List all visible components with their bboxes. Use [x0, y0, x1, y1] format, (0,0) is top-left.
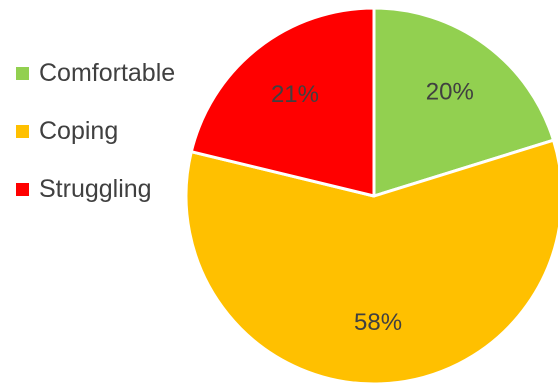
data-label-struggling: 21% — [271, 81, 319, 108]
pie-slice-struggling — [189, 6, 376, 198]
legend: Comfortable Coping Struggling — [16, 44, 175, 218]
legend-item-comfortable: Comfortable — [16, 44, 175, 102]
legend-swatch-comfortable — [16, 66, 29, 80]
pie-slice-comfortable — [372, 6, 556, 198]
legend-swatch-struggling — [16, 182, 29, 196]
data-label-comfortable: 20% — [426, 78, 474, 105]
legend-label-coping: Coping — [39, 116, 119, 145]
legend-item-struggling: Struggling — [16, 160, 175, 218]
pie-slice-coping — [184, 138, 558, 383]
legend-swatch-coping — [16, 124, 29, 138]
legend-label-comfortable: Comfortable — [39, 58, 176, 87]
legend-label-struggling: Struggling — [39, 174, 152, 203]
legend-item-coping: Coping — [16, 102, 175, 160]
data-label-coping: 58% — [354, 309, 402, 336]
